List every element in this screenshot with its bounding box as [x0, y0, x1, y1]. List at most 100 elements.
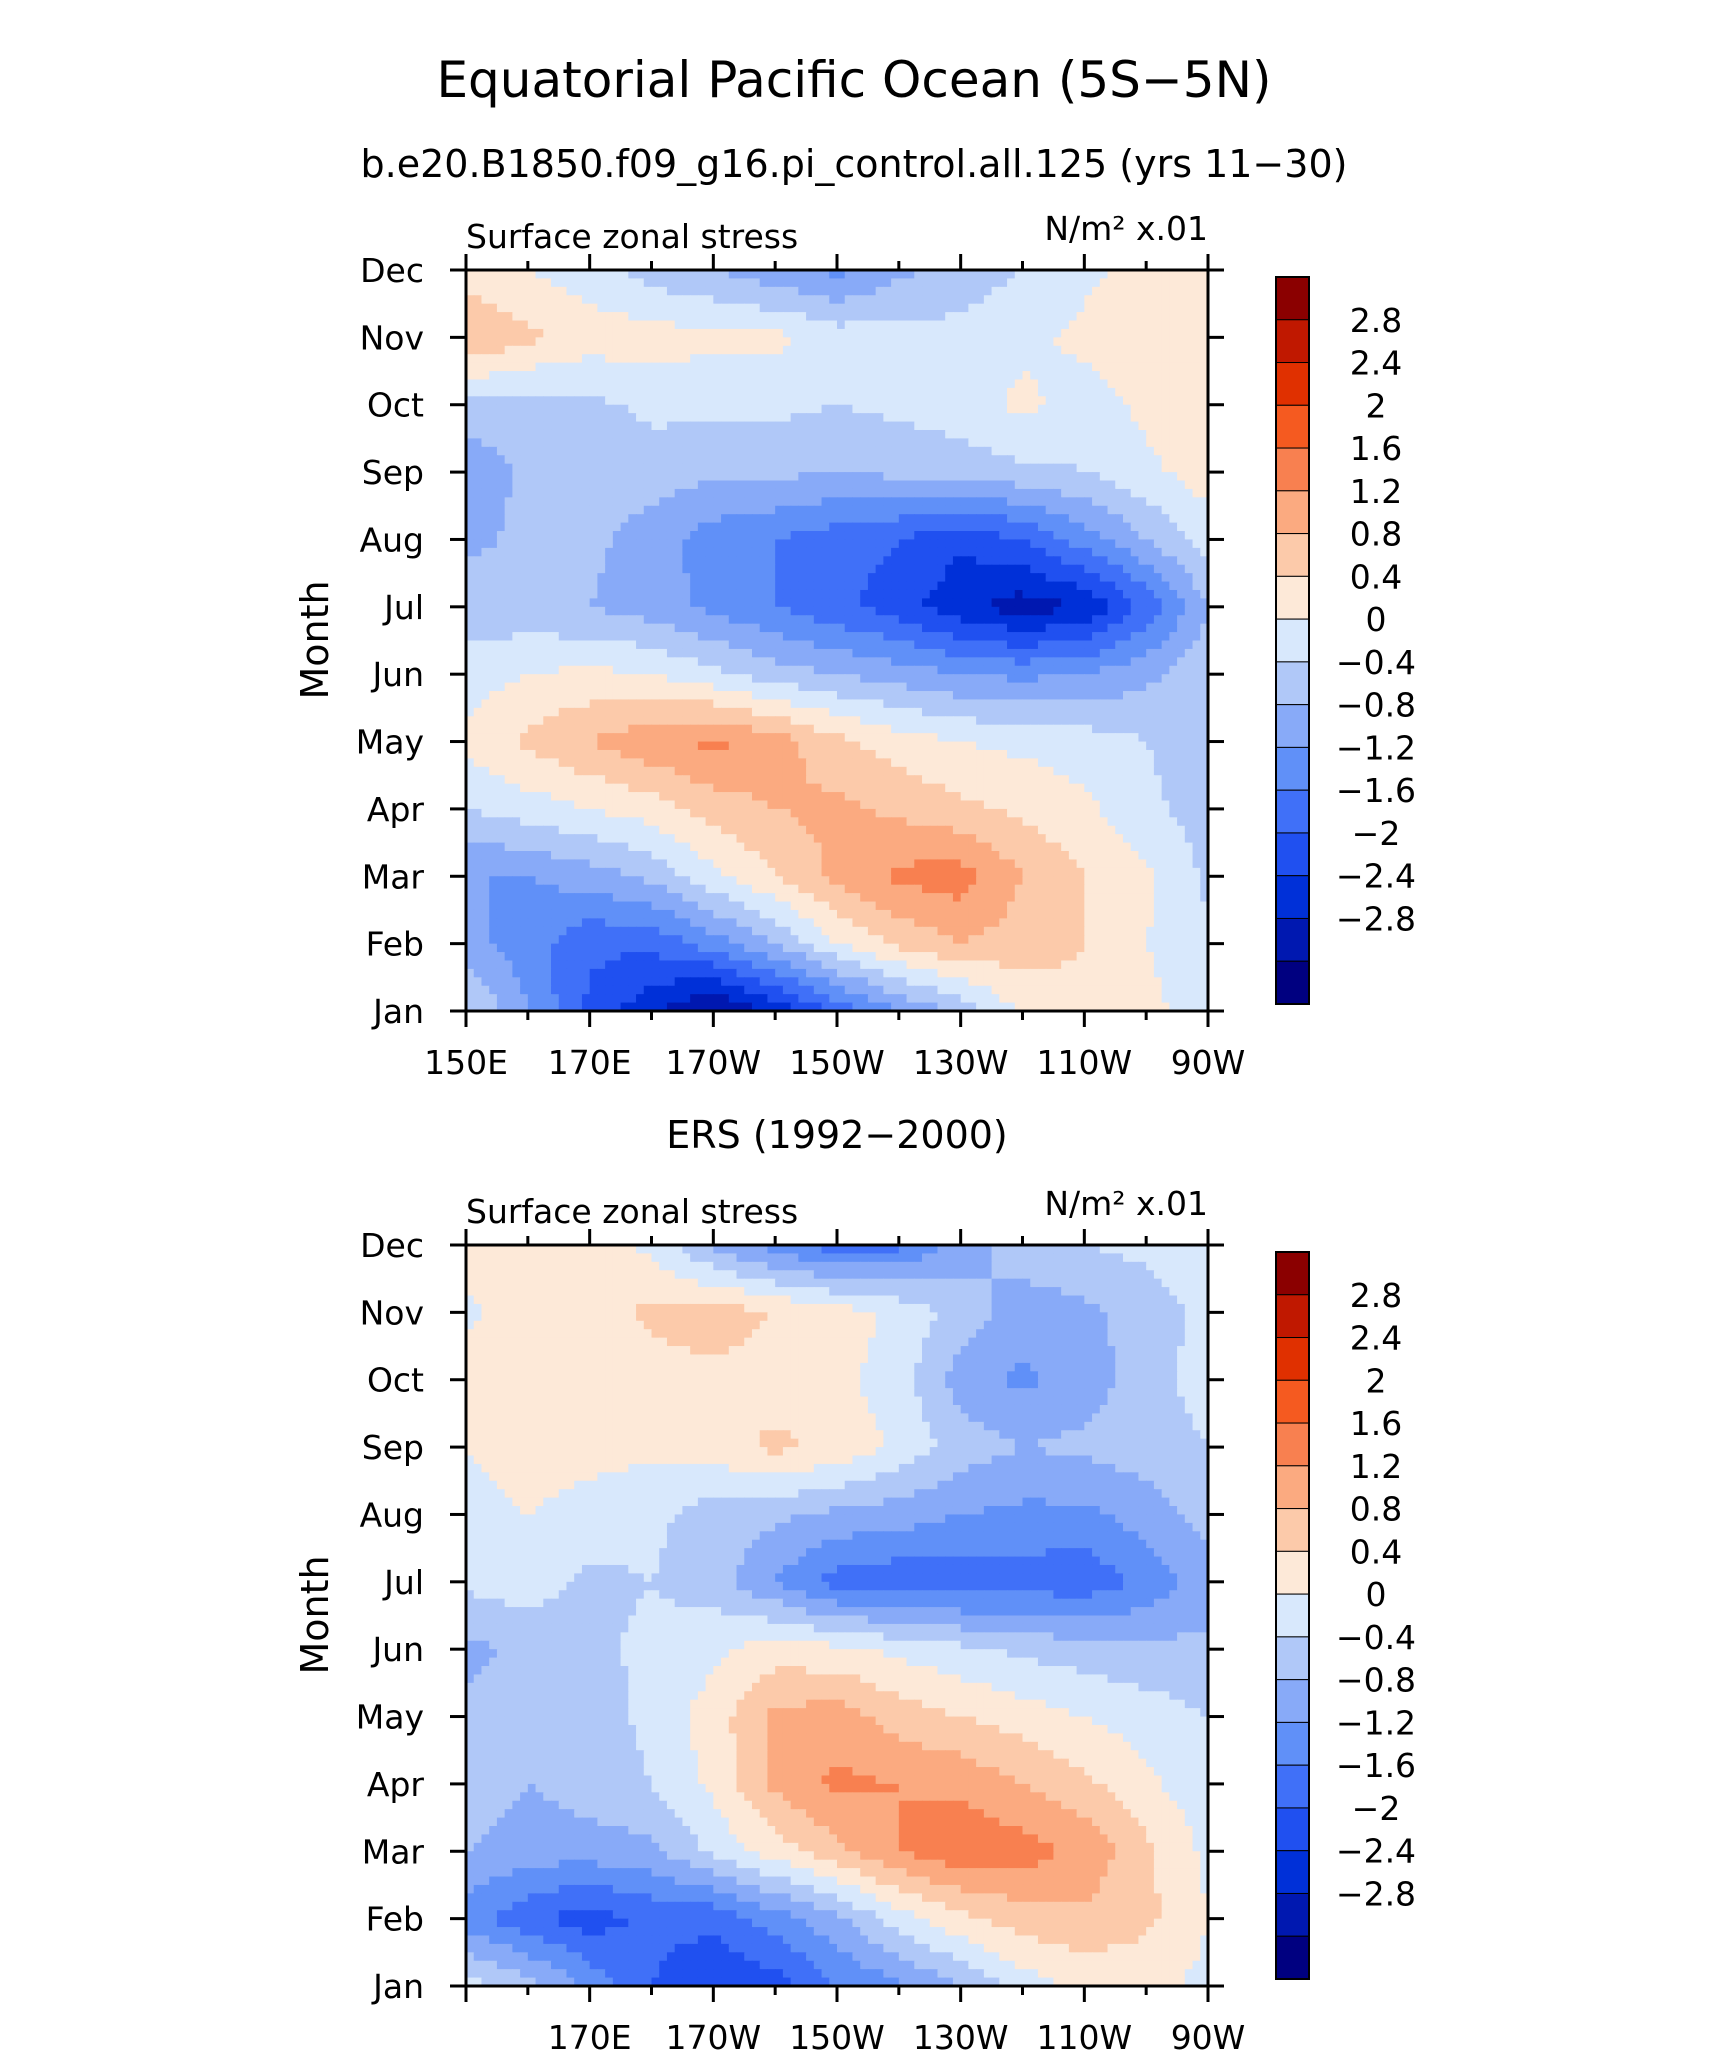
- heatmap-cell: [636, 598, 644, 607]
- heatmap-cell: [621, 514, 629, 523]
- heatmap-cell: [489, 506, 497, 515]
- heatmap-cell: [961, 312, 969, 321]
- heatmap-cell: [481, 388, 489, 397]
- heatmap-cell: [922, 514, 930, 523]
- heatmap-cell: [628, 489, 636, 498]
- heatmap-cell: [1193, 539, 1201, 548]
- heatmap-cell: [783, 287, 791, 296]
- heatmap-cell: [713, 329, 721, 338]
- heatmap-cell: [1177, 523, 1185, 532]
- heatmap-cell: [605, 337, 613, 346]
- heatmap-cell: [551, 514, 559, 523]
- heatmap-cell: [1046, 506, 1054, 515]
- heatmap-cell: [1115, 699, 1123, 708]
- heatmap-cell: [852, 396, 860, 405]
- heatmap-cell: [474, 632, 482, 641]
- heatmap-cell: [876, 497, 884, 506]
- heatmap-cell: [961, 615, 969, 624]
- heatmap-cell: [1115, 321, 1123, 330]
- heatmap-cell: [984, 615, 992, 624]
- heatmap-cell: [1138, 312, 1146, 321]
- heatmap-cell: [852, 641, 860, 650]
- heatmap-cell: [798, 674, 806, 683]
- heatmap-cell: [1038, 304, 1046, 313]
- heatmap-cell: [883, 329, 891, 338]
- heatmap-cell: [868, 438, 876, 447]
- heatmap-cell: [659, 405, 667, 414]
- heatmap-cell: [706, 405, 714, 414]
- heatmap-cell: [992, 497, 1000, 506]
- heatmap-cell: [528, 666, 536, 675]
- heatmap-cell: [930, 379, 938, 388]
- heatmap-cell: [1077, 590, 1085, 599]
- heatmap-cell: [814, 699, 822, 708]
- heatmap-cell: [937, 531, 945, 540]
- heatmap-cell: [953, 506, 961, 515]
- heatmap-cell: [914, 699, 922, 708]
- heatmap-cell: [1092, 590, 1100, 599]
- heatmap-cell: [1100, 278, 1108, 287]
- heatmap-cell: [775, 379, 783, 388]
- heatmap-cell: [682, 565, 690, 574]
- heatmap-cell: [814, 287, 822, 296]
- heatmap-cell: [814, 447, 822, 456]
- heatmap-cell: [1169, 641, 1177, 650]
- heatmap-cell: [706, 354, 714, 363]
- heatmap-cell: [1162, 363, 1170, 372]
- heatmap-cell: [1138, 632, 1146, 641]
- heatmap-cell: [582, 481, 590, 490]
- heatmap-cell: [682, 422, 690, 431]
- heatmap-cell: [682, 607, 690, 616]
- heatmap-cell: [1007, 683, 1015, 692]
- heatmap-cell: [744, 287, 752, 296]
- heatmap-cell: [559, 548, 567, 557]
- heatmap-cell: [706, 388, 714, 397]
- heatmap-cell: [652, 278, 660, 287]
- heatmap-cell: [474, 447, 482, 456]
- heatmap-cell: [930, 573, 938, 582]
- heatmap-cell: [713, 464, 721, 473]
- heatmap-cell: [1100, 295, 1108, 304]
- heatmap-cell: [845, 674, 853, 683]
- heatmap-cell: [551, 523, 559, 532]
- heatmap-cell: [868, 337, 876, 346]
- heatmap-cell: [945, 649, 953, 658]
- heatmap-cell: [930, 539, 938, 548]
- heatmap-cell: [760, 607, 768, 616]
- heatmap-cell: [481, 615, 489, 624]
- heatmap-cell: [1162, 523, 1170, 532]
- heatmap-cell: [489, 337, 497, 346]
- heatmap-cell: [744, 337, 752, 346]
- heatmap-cell: [1069, 371, 1077, 380]
- heatmap-cell: [566, 565, 574, 574]
- heatmap-cell: [999, 413, 1007, 422]
- heatmap-cell: [953, 388, 961, 397]
- heatmap-cell: [489, 413, 497, 422]
- heatmap-cell: [1154, 674, 1162, 683]
- heatmap-cell: [937, 438, 945, 447]
- heatmap-cell: [512, 438, 520, 447]
- heatmap-cell: [968, 329, 976, 338]
- heatmap-cell: [667, 396, 675, 405]
- heatmap-cell: [1100, 422, 1108, 431]
- heatmap-cell: [1100, 531, 1108, 540]
- heatmap-cell: [783, 379, 791, 388]
- heatmap-cell: [721, 430, 729, 439]
- heatmap-cell: [953, 295, 961, 304]
- heatmap-cell: [582, 539, 590, 548]
- heatmap-cell: [1061, 691, 1069, 700]
- heatmap-cell: [937, 422, 945, 431]
- heatmap-cell: [1146, 523, 1154, 532]
- heatmap-cell: [559, 539, 567, 548]
- heatmap-cell: [690, 295, 698, 304]
- heatmap-cell: [829, 422, 837, 431]
- heatmap-cell: [922, 565, 930, 574]
- heatmap-cell: [883, 304, 891, 313]
- heatmap-cell: [590, 464, 598, 473]
- heatmap-cell: [505, 699, 513, 708]
- heatmap-cell: [791, 438, 799, 447]
- heatmap-cell: [721, 489, 729, 498]
- heatmap-cell: [984, 598, 992, 607]
- heatmap-cell: [992, 295, 1000, 304]
- heatmap-cell: [822, 624, 830, 633]
